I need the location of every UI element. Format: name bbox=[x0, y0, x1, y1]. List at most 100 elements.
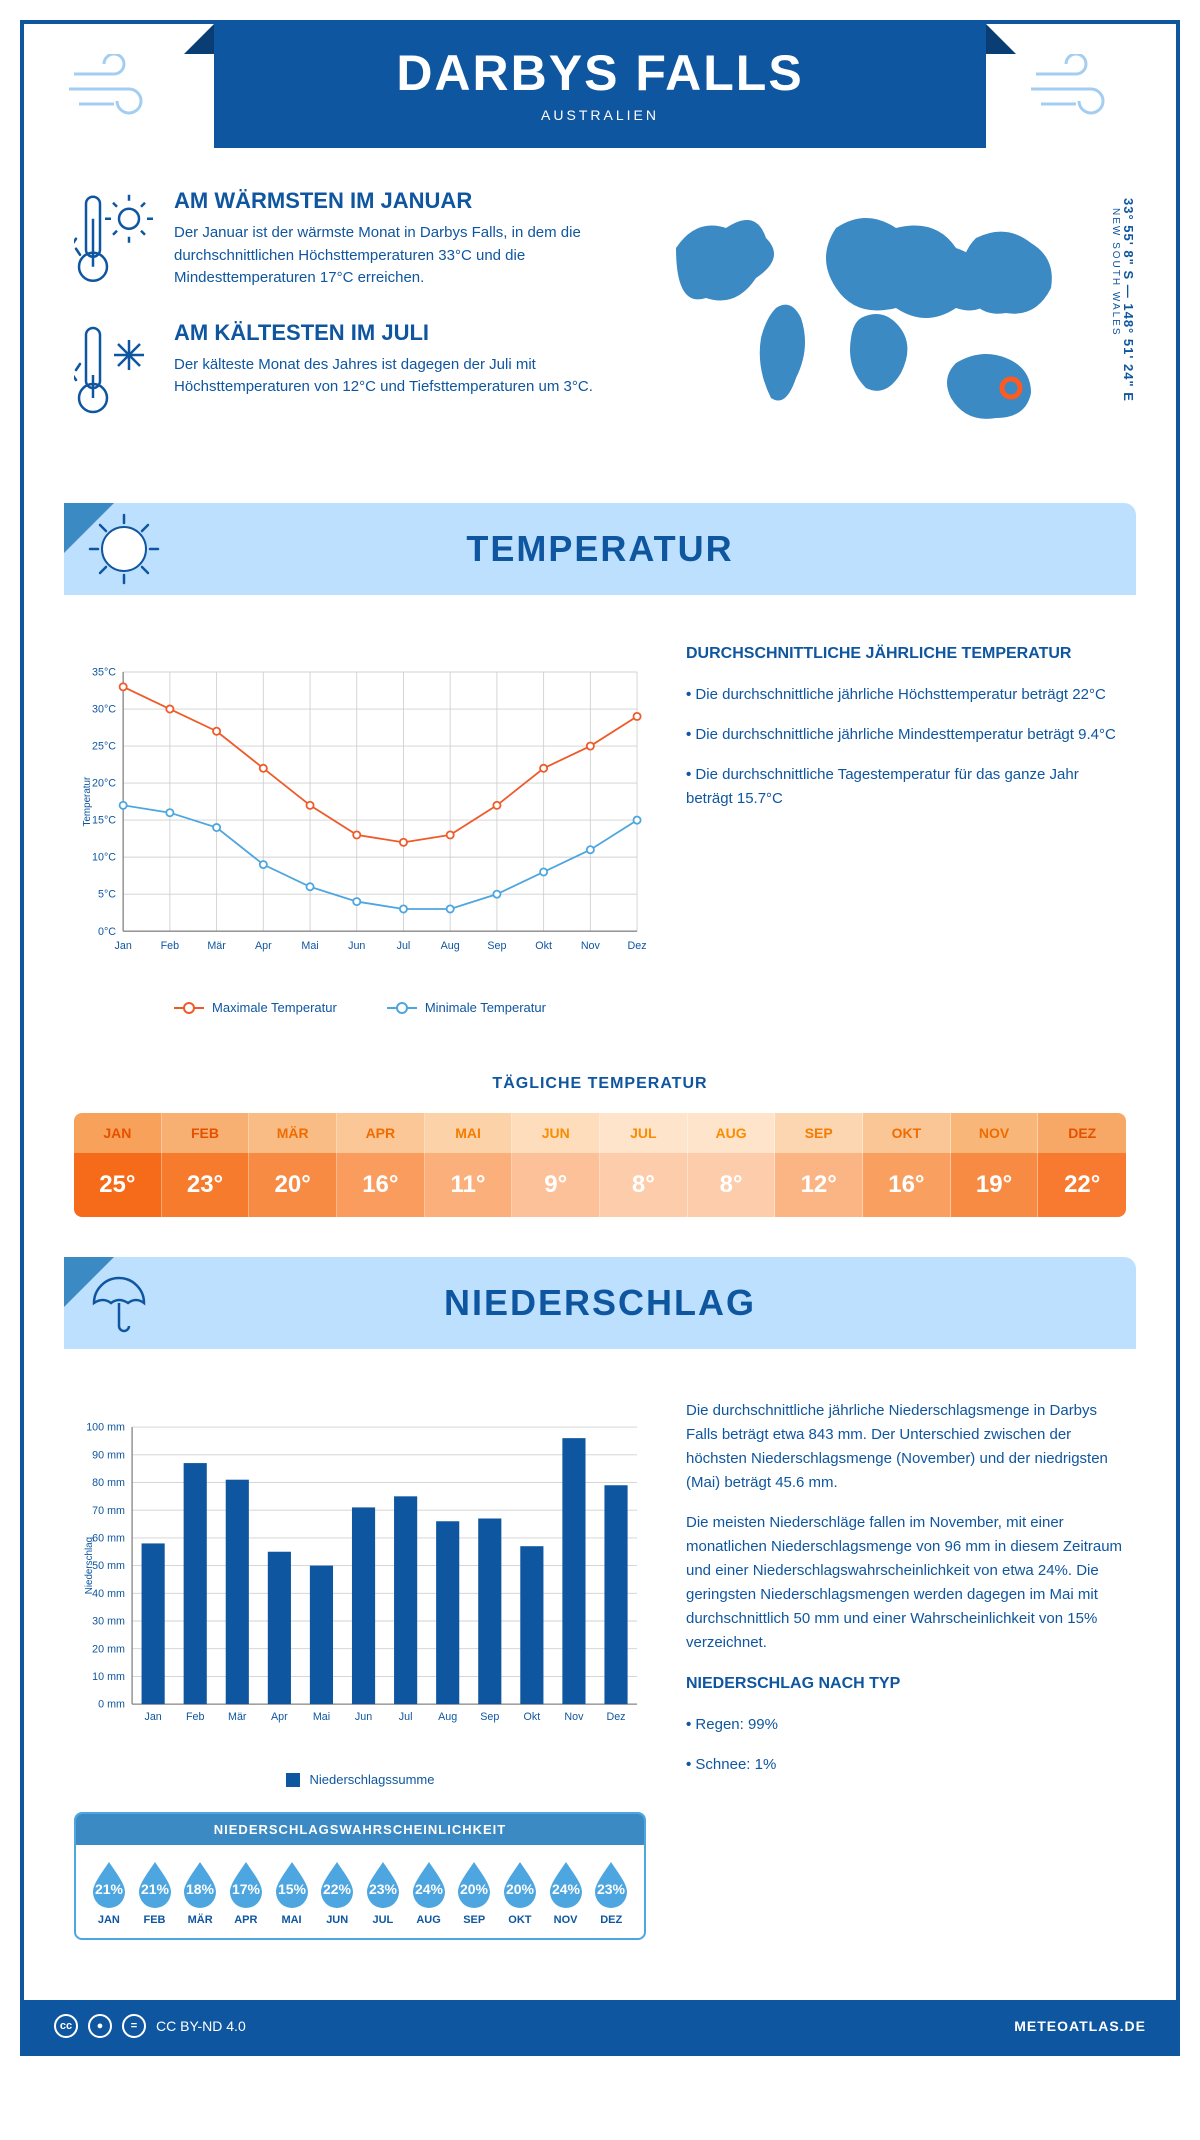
svg-text:0°C: 0°C bbox=[98, 926, 116, 938]
svg-text:Dez: Dez bbox=[628, 940, 646, 952]
precipitation-heading: NIEDERSCHLAG bbox=[64, 1282, 1136, 1324]
precip-para-1: Die durchschnittliche jährliche Niedersc… bbox=[686, 1399, 1126, 1495]
by-icon: ● bbox=[88, 2014, 112, 2038]
svg-text:100 mm: 100 mm bbox=[86, 1422, 125, 1434]
daily-cell: DEZ22° bbox=[1038, 1113, 1126, 1217]
svg-text:Jun: Jun bbox=[348, 940, 365, 952]
prob-cell: 22%JUN bbox=[314, 1860, 360, 1926]
svg-text:Mai: Mai bbox=[301, 940, 318, 952]
temp-text-heading: DURCHSCHNITTLICHE JÄHRLICHE TEMPERATUR bbox=[686, 645, 1126, 663]
svg-text:10°C: 10°C bbox=[92, 852, 116, 864]
svg-text:23%: 23% bbox=[597, 1881, 626, 1897]
prob-cell: 23%JUL bbox=[360, 1860, 406, 1926]
svg-text:Okt: Okt bbox=[535, 940, 552, 952]
daily-cell: OKT16° bbox=[863, 1113, 951, 1217]
svg-text:Mai: Mai bbox=[313, 1711, 330, 1723]
coldest-text: Der kälteste Monat des Jahres ist dagege… bbox=[174, 354, 606, 399]
svg-text:60 mm: 60 mm bbox=[92, 1532, 125, 1544]
temp-bullets: Die durchschnittliche jährliche Höchstte… bbox=[686, 683, 1126, 811]
precip-para-2: Die meisten Niederschläge fallen im Nove… bbox=[686, 1511, 1126, 1655]
nd-icon: = bbox=[122, 2014, 146, 2038]
location-title: DARBYS FALLS bbox=[214, 44, 986, 102]
svg-text:0 mm: 0 mm bbox=[98, 1699, 125, 1711]
svg-text:10 mm: 10 mm bbox=[92, 1671, 125, 1683]
precip-type-list: Regen: 99%Schnee: 1% bbox=[686, 1713, 1126, 1777]
daily-cell: SEP12° bbox=[775, 1113, 863, 1217]
prob-cell: 20%OKT bbox=[497, 1860, 543, 1926]
svg-text:Jul: Jul bbox=[399, 1711, 413, 1723]
sun-icon bbox=[84, 509, 164, 589]
prob-cell: 23%DEZ bbox=[588, 1860, 634, 1926]
daily-cell: MÄR20° bbox=[249, 1113, 337, 1217]
daily-cell: JUL8° bbox=[600, 1113, 688, 1217]
svg-text:40 mm: 40 mm bbox=[92, 1588, 125, 1600]
svg-text:Jan: Jan bbox=[144, 1711, 161, 1723]
wind-icon bbox=[64, 54, 174, 124]
prob-cell: 15%MAI bbox=[269, 1860, 315, 1926]
svg-text:24%: 24% bbox=[415, 1881, 444, 1897]
svg-text:Apr: Apr bbox=[271, 1711, 288, 1723]
svg-text:20%: 20% bbox=[460, 1881, 489, 1897]
svg-text:Nov: Nov bbox=[581, 940, 601, 952]
world-map: 33° 55' 8" S — 148° 51' 24" E NEW SOUTH … bbox=[646, 188, 1126, 453]
svg-text:Mär: Mär bbox=[228, 1711, 247, 1723]
precip-type-heading: NIEDERSCHLAG NACH TYP bbox=[686, 1675, 1126, 1693]
prob-cell: 24%NOV bbox=[543, 1860, 589, 1926]
svg-text:21%: 21% bbox=[140, 1881, 169, 1897]
coldest-fact: AM KÄLTESTEN IM JULI Der kälteste Monat … bbox=[74, 320, 606, 420]
svg-text:22%: 22% bbox=[323, 1881, 352, 1897]
warmest-fact: AM WÄRMSTEN IM JANUAR Der Januar ist der… bbox=[74, 188, 606, 290]
daily-cell: JUN9° bbox=[512, 1113, 600, 1217]
prob-cell: 21%JAN bbox=[86, 1860, 132, 1926]
temp-chart-legend: Maximale Temperatur Minimale Temperatur bbox=[74, 1000, 646, 1015]
prob-cell: 24%AUG bbox=[406, 1860, 452, 1926]
precip-probability-box: NIEDERSCHLAGSWAHRSCHEINLICHKEIT 21%JAN21… bbox=[74, 1812, 646, 1940]
daily-cell: FEB23° bbox=[162, 1113, 250, 1217]
svg-text:35°C: 35°C bbox=[92, 667, 116, 679]
coldest-title: AM KÄLTESTEN IM JULI bbox=[174, 320, 606, 346]
cc-icon: cc bbox=[54, 2014, 78, 2038]
thermometer-snow-icon bbox=[74, 320, 154, 420]
svg-text:17%: 17% bbox=[232, 1881, 261, 1897]
umbrella-icon bbox=[84, 1268, 154, 1338]
svg-text:Apr: Apr bbox=[255, 940, 272, 952]
prob-cell: 20%SEP bbox=[451, 1860, 497, 1926]
svg-text:24%: 24% bbox=[552, 1881, 581, 1897]
svg-text:30°C: 30°C bbox=[92, 704, 116, 716]
svg-text:30 mm: 30 mm bbox=[92, 1616, 125, 1628]
svg-text:Jul: Jul bbox=[397, 940, 411, 952]
prob-cell: 21%FEB bbox=[132, 1860, 178, 1926]
page-footer: cc ● = CC BY-ND 4.0 METEOATLAS.DE bbox=[24, 2000, 1176, 2052]
daily-cell: NOV19° bbox=[951, 1113, 1039, 1217]
precipitation-banner: NIEDERSCHLAG bbox=[64, 1257, 1136, 1349]
svg-text:Sep: Sep bbox=[480, 1711, 499, 1723]
svg-text:70 mm: 70 mm bbox=[92, 1505, 125, 1517]
svg-text:15°C: 15°C bbox=[92, 815, 116, 827]
temperature-line-chart: 0°C5°C10°C15°C20°C25°C30°C35°CJanFebMärA… bbox=[74, 645, 646, 985]
precipitation-bar-chart: 0 mm10 mm20 mm30 mm40 mm50 mm60 mm70 mm8… bbox=[74, 1399, 646, 1759]
daily-cell: APR16° bbox=[337, 1113, 425, 1217]
prob-cell: 18%MÄR bbox=[177, 1860, 223, 1926]
svg-text:21%: 21% bbox=[95, 1881, 124, 1897]
daily-temp-title: TÄGLICHE TEMPERATUR bbox=[24, 1075, 1176, 1093]
svg-text:80 mm: 80 mm bbox=[92, 1477, 125, 1489]
svg-text:15%: 15% bbox=[278, 1881, 307, 1897]
svg-text:20 mm: 20 mm bbox=[92, 1643, 125, 1655]
svg-text:Dez: Dez bbox=[606, 1711, 625, 1723]
daily-temp-strip: JAN25°FEB23°MÄR20°APR16°MAI11°JUN9°JUL8°… bbox=[74, 1113, 1126, 1217]
prob-cell: 17%APR bbox=[223, 1860, 269, 1926]
svg-text:Sep: Sep bbox=[487, 940, 506, 952]
svg-text:90 mm: 90 mm bbox=[92, 1449, 125, 1461]
svg-text:Niederschlag: Niederschlag bbox=[84, 1537, 95, 1594]
daily-cell: AUG8° bbox=[688, 1113, 776, 1217]
temperature-banner: TEMPERATUR bbox=[64, 503, 1136, 595]
svg-text:25°C: 25°C bbox=[92, 741, 116, 753]
svg-text:20%: 20% bbox=[506, 1881, 535, 1897]
precip-legend: Niederschlagssumme bbox=[74, 1772, 646, 1787]
wind-icon bbox=[1026, 54, 1136, 124]
svg-text:Temperatur: Temperatur bbox=[82, 776, 93, 826]
page-header: DARBYS FALLS AUSTRALIEN bbox=[214, 24, 986, 148]
precip-prob-title: NIEDERSCHLAGSWAHRSCHEINLICHKEIT bbox=[76, 1814, 644, 1845]
thermometer-sun-icon bbox=[74, 188, 154, 290]
svg-text:Feb: Feb bbox=[161, 940, 180, 952]
